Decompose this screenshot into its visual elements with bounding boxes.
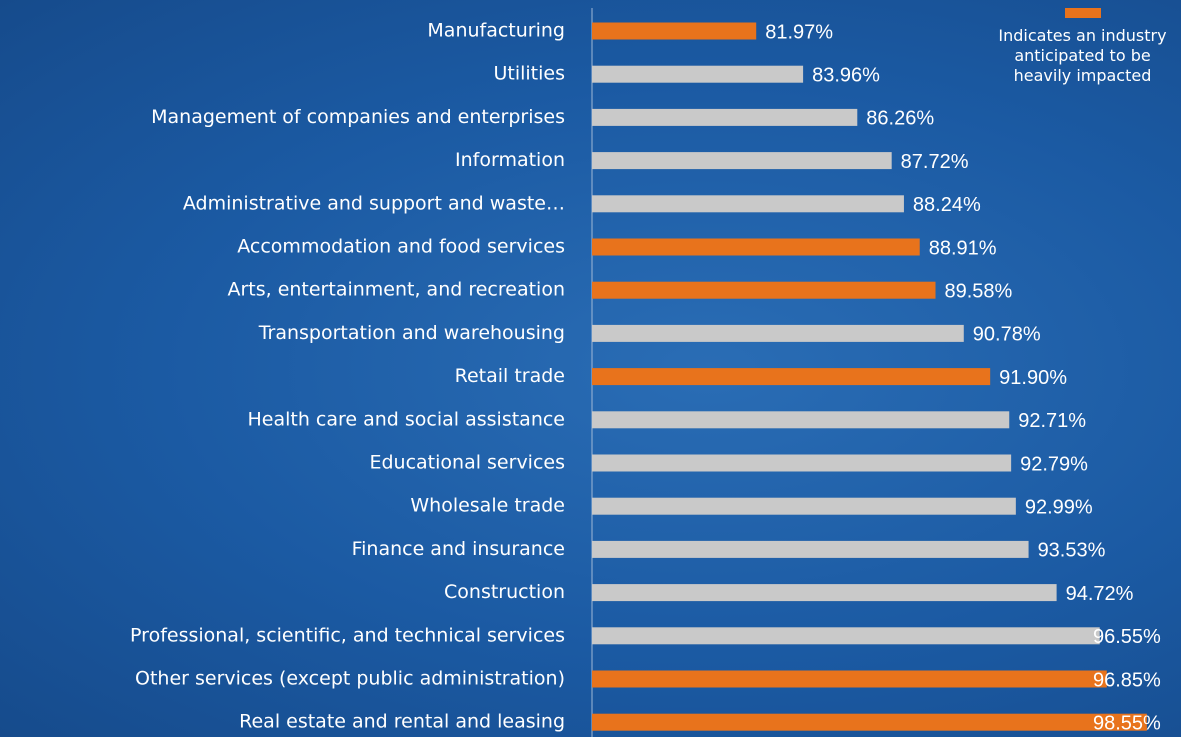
category-label: Educational services — [369, 452, 565, 474]
value-label: 94.72% — [1066, 583, 1134, 605]
legend: Indicates an industry anticipated to be … — [990, 8, 1175, 86]
value-label: 91.90% — [999, 367, 1067, 389]
value-label: 90.78% — [973, 324, 1041, 346]
value-label: 93.53% — [1038, 540, 1106, 562]
value-label: 96.85% — [1093, 669, 1161, 691]
category-label: Arts, entertainment, and recreation — [227, 279, 565, 301]
bar — [592, 497, 1016, 515]
value-label: 81.97% — [765, 21, 833, 43]
bar — [592, 540, 1029, 558]
bar — [592, 713, 1147, 731]
category-label: Finance and insurance — [352, 538, 565, 560]
bar — [592, 152, 892, 170]
bar — [592, 670, 1107, 688]
value-label: 86.26% — [866, 108, 934, 130]
value-label: 98.55% — [1093, 712, 1161, 734]
category-label: Management of companies and enterprises — [151, 106, 565, 128]
value-label: 88.24% — [913, 194, 981, 216]
category-label: Real estate and rental and leasing — [239, 711, 565, 733]
category-label: Other services (except public administra… — [135, 668, 565, 690]
category-label: Administrative and support and waste… — [183, 192, 565, 214]
value-label: 88.91% — [929, 237, 997, 259]
category-label: Accommodation and food services — [237, 236, 565, 258]
category-label: Utilities — [493, 63, 565, 85]
value-label: 96.55% — [1093, 626, 1161, 648]
category-label: Transportation and warehousing — [258, 322, 565, 344]
category-label: Health care and social assistance — [247, 408, 565, 430]
value-label: 92.99% — [1025, 496, 1093, 518]
value-label: 92.71% — [1018, 410, 1086, 432]
bar — [592, 584, 1057, 602]
legend-label: Indicates an industry anticipated to be … — [998, 26, 1167, 85]
category-label: Professional, scientific, and technical … — [130, 624, 565, 646]
category-label: Retail trade — [455, 365, 565, 387]
bar — [592, 454, 1012, 472]
bar — [592, 281, 936, 299]
value-label: 89.58% — [945, 280, 1013, 302]
bar — [592, 195, 904, 213]
bar — [592, 108, 858, 126]
legend-swatch — [1064, 8, 1101, 18]
value-label: 87.72% — [901, 151, 969, 173]
category-label: Manufacturing — [427, 20, 565, 42]
value-label: 92.79% — [1020, 453, 1088, 475]
bar — [592, 65, 804, 83]
bar — [592, 324, 964, 342]
category-label: Information — [455, 149, 565, 171]
value-label: 83.96% — [812, 64, 880, 86]
bar — [592, 238, 920, 256]
bar — [592, 368, 991, 386]
category-label: Wholesale trade — [410, 495, 565, 517]
bar — [592, 411, 1010, 429]
bar — [592, 627, 1100, 645]
category-label: Construction — [444, 581, 565, 603]
bar — [592, 22, 757, 40]
